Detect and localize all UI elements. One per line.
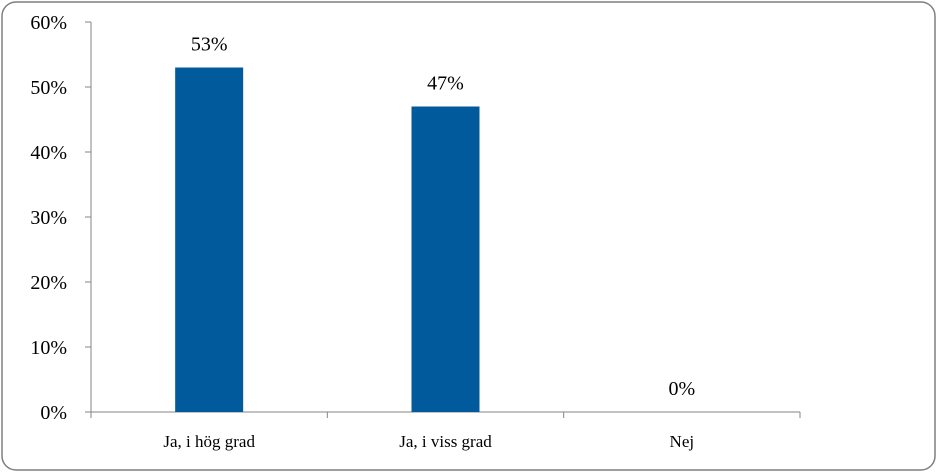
y-tick-label: 60% [30,12,67,34]
category-label: Ja, i viss grad [399,432,492,451]
data-label: 53% [191,34,228,56]
y-tick-label: 40% [30,142,67,164]
y-tick-label: 20% [30,272,67,294]
chart-bars [175,67,480,412]
category-label: Ja, i hög grad [163,432,255,451]
y-tick-label: 10% [30,337,67,359]
category-label: Nej [670,432,695,451]
y-tick-label: 50% [30,77,67,99]
data-label: 0% [668,378,695,400]
chart-labels: 53% Ja, i hög grad 47% Ja, i viss grad 0% Nej [163,34,695,452]
data-label: 47% [427,73,464,95]
y-tick-label: 30% [30,207,67,229]
bar [411,106,480,412]
bar [175,67,244,412]
y-tick-label: 0% [40,402,67,424]
